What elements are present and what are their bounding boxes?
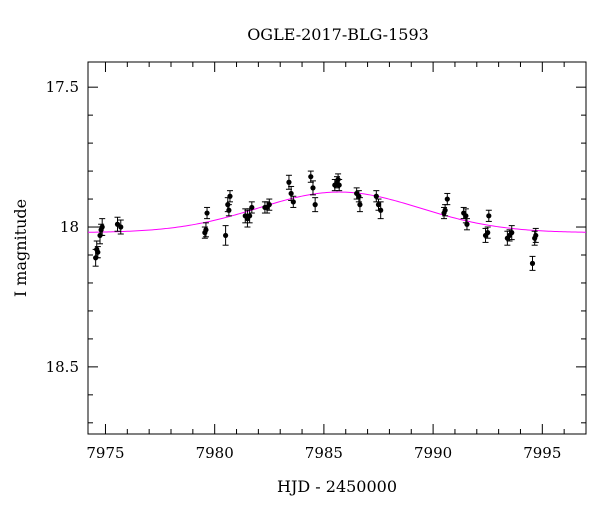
x-axis-label: HJD - 2450000 xyxy=(277,477,397,496)
data-point xyxy=(484,226,491,239)
data-point xyxy=(356,197,363,213)
point-marker xyxy=(118,224,124,230)
point-marker xyxy=(308,174,314,180)
point-marker xyxy=(463,213,469,219)
data-point xyxy=(204,206,211,220)
data-point xyxy=(266,198,273,211)
data-point xyxy=(462,208,469,224)
data-point xyxy=(485,209,492,222)
point-marker xyxy=(95,249,101,255)
point-marker xyxy=(373,193,379,199)
data-point xyxy=(307,170,314,183)
point-marker xyxy=(378,207,384,213)
point-marker xyxy=(533,232,539,239)
y-axis-label: I magnitude xyxy=(11,199,30,297)
point-marker xyxy=(336,182,342,188)
point-marker xyxy=(357,202,363,208)
data-point xyxy=(444,192,451,206)
data-point xyxy=(336,178,343,192)
x-tick-label: 7995 xyxy=(523,444,561,462)
data-point xyxy=(226,190,233,203)
data-points xyxy=(92,170,539,271)
data-point xyxy=(532,227,539,243)
x-tick-labels: 7975 7980 7985 7990 7995 xyxy=(86,444,561,462)
point-marker xyxy=(288,190,294,197)
x-tick-label: 7980 xyxy=(196,444,234,462)
data-point xyxy=(225,204,232,217)
point-marker xyxy=(290,199,296,205)
data-point xyxy=(508,225,515,241)
point-marker xyxy=(442,207,448,213)
data-point xyxy=(309,180,316,196)
data-point xyxy=(202,222,209,238)
point-marker xyxy=(375,202,382,208)
data-point xyxy=(377,201,384,220)
y-tick-label: 17.5 xyxy=(46,78,79,96)
y-tick-label: 18.5 xyxy=(46,358,79,376)
y-tick-labels: 17.5 18 18.5 xyxy=(46,78,79,376)
point-marker xyxy=(223,232,229,239)
data-point xyxy=(290,195,297,208)
chart-title: OGLE-2017-BLG-1593 xyxy=(247,25,429,44)
data-point xyxy=(442,204,449,217)
point-marker xyxy=(249,204,255,211)
point-marker xyxy=(464,221,470,227)
model-curve xyxy=(87,191,587,233)
data-point xyxy=(117,219,124,235)
x-tick-label: 7990 xyxy=(414,444,452,462)
data-point xyxy=(373,190,380,203)
data-point xyxy=(248,201,255,214)
point-marker xyxy=(509,230,515,236)
point-marker xyxy=(286,179,292,185)
data-point xyxy=(94,246,101,259)
point-marker xyxy=(444,196,450,202)
x-tick-label: 7975 xyxy=(86,444,124,462)
point-marker xyxy=(203,227,209,233)
point-marker xyxy=(486,213,492,219)
point-marker xyxy=(485,230,491,236)
point-marker xyxy=(247,213,253,219)
x-tick-label: 7985 xyxy=(305,444,343,462)
point-marker xyxy=(529,260,536,266)
point-marker xyxy=(99,224,105,230)
data-point xyxy=(529,255,536,271)
point-marker xyxy=(227,193,233,199)
y-tick-label: 18 xyxy=(60,218,79,236)
point-marker xyxy=(310,185,316,191)
point-marker xyxy=(312,202,318,208)
data-point xyxy=(114,216,121,232)
point-marker xyxy=(226,207,232,213)
data-point xyxy=(312,197,319,213)
data-point xyxy=(99,218,106,236)
x-axis-ticks xyxy=(104,62,587,434)
data-point xyxy=(463,218,470,231)
point-marker xyxy=(266,202,272,208)
data-point xyxy=(222,225,229,246)
y-axis-ticks xyxy=(88,86,586,424)
plot-frame xyxy=(87,61,587,435)
point-marker xyxy=(204,210,210,216)
